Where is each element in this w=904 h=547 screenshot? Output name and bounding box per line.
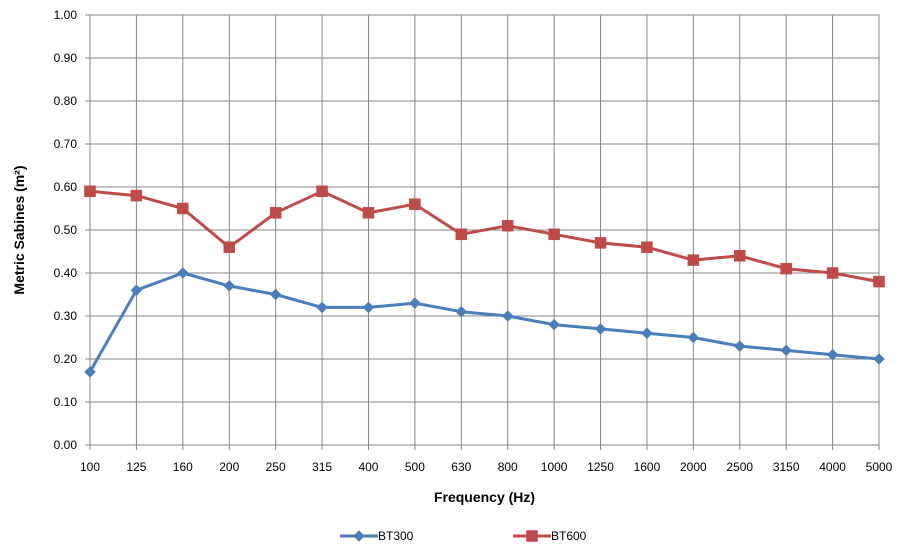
x-tick-label: 5000 [866, 460, 893, 474]
x-axis-title: Frequency (Hz) [434, 489, 535, 505]
x-tick-label: 3150 [773, 460, 800, 474]
data-point-bt300 [455, 305, 468, 318]
y-tick-label: 0.60 [54, 180, 78, 194]
data-point-bt300 [548, 318, 560, 331]
y-tick-label: 0.40 [54, 266, 78, 280]
y-tick-label: 0.90 [54, 51, 78, 65]
data-point-bt600 [269, 207, 282, 219]
y-tick-label: 0.70 [54, 137, 78, 151]
x-tick-label: 1000 [541, 460, 568, 474]
data-point-bt300 [687, 331, 700, 344]
series-line-bt600 [89, 189, 880, 284]
x-tick-label: 2000 [680, 460, 707, 474]
series-group [84, 185, 885, 378]
data-point-bt600 [641, 241, 653, 253]
data-point-bt600 [177, 202, 189, 215]
legend: BT300 BT600 [340, 529, 587, 543]
x-tick-label: 4000 [819, 460, 846, 474]
data-point-bt300 [594, 323, 607, 335]
x-tick-label: 125 [126, 460, 146, 474]
data-point-bt300 [826, 348, 839, 361]
x-tick-label: 1600 [634, 460, 661, 474]
x-tick-label: 500 [405, 460, 425, 474]
data-point-bt300 [501, 310, 514, 322]
y-tick-label: 0.50 [54, 223, 78, 237]
legend-item-bt600: BT600 [513, 529, 587, 543]
data-point-bt600 [826, 267, 839, 279]
legend-marker-bt300 [353, 530, 365, 542]
data-point-bt600 [409, 198, 421, 210]
x-tick-label: 630 [451, 460, 471, 474]
x-tick-label: 200 [219, 460, 239, 474]
y-tick-label: 0.10 [54, 395, 78, 409]
legend-label-bt600: BT600 [551, 529, 587, 543]
data-point-bt300 [780, 344, 793, 357]
data-point-bt300 [223, 280, 236, 292]
x-tick-label: 315 [312, 460, 332, 474]
data-point-bt600 [316, 185, 328, 198]
data-point-bt300 [733, 340, 746, 352]
data-point-bt600 [734, 250, 746, 262]
data-point-bt300 [316, 301, 328, 314]
series-bt600 [84, 185, 885, 288]
data-point-bt300 [873, 353, 885, 365]
legend-item-bt300: BT300 [340, 529, 414, 543]
data-point-bt600 [780, 262, 792, 275]
series-bt300 [84, 267, 885, 378]
x-axis-ticks: 100 125 160 200 250 315 400 500 630 800 1000 1250 16… [80, 445, 893, 474]
data-point-bt600 [548, 228, 560, 241]
legend-marker-bt600 [526, 530, 538, 542]
y-tick-label: 1.00 [54, 8, 78, 22]
y-axis-ticks: 0.00 0.10 0.20 0.30 0.40 0.50 0.60 0.70 0.80 0.90… [54, 8, 90, 452]
y-tick-label: 0.30 [54, 309, 78, 323]
data-point-bt300 [641, 327, 653, 340]
x-tick-label: 100 [80, 460, 100, 474]
data-point-bt600 [84, 185, 96, 198]
x-tick-label: 400 [358, 460, 378, 474]
y-tick-label: 0.80 [54, 94, 78, 108]
y-tick-label: 0.00 [54, 438, 78, 452]
data-point-bt300 [176, 267, 189, 279]
data-point-bt300 [269, 288, 282, 301]
legend-label-bt300: BT300 [378, 529, 414, 543]
data-point-bt300 [362, 301, 375, 314]
y-axis-title: Metric Sabines (m²) [11, 165, 27, 294]
data-point-bt600 [455, 228, 468, 241]
data-point-bt600 [687, 254, 700, 266]
series-line-bt300 [88, 271, 880, 373]
x-tick-label: 1250 [587, 460, 614, 474]
x-tick-label: 2500 [726, 460, 753, 474]
x-tick-label: 250 [266, 460, 286, 474]
data-point-bt600 [362, 207, 375, 219]
data-point-bt600 [594, 237, 607, 249]
data-point-bt600 [873, 275, 885, 288]
data-point-bt300 [130, 284, 143, 297]
data-point-bt600 [501, 219, 514, 232]
data-point-bt300 [84, 366, 96, 378]
y-tick-label: 0.20 [54, 352, 78, 366]
data-point-bt600 [223, 241, 235, 253]
data-point-bt600 [130, 189, 143, 202]
data-point-bt300 [409, 297, 421, 309]
x-tick-label: 160 [173, 460, 193, 474]
x-tick-label: 800 [498, 460, 518, 474]
